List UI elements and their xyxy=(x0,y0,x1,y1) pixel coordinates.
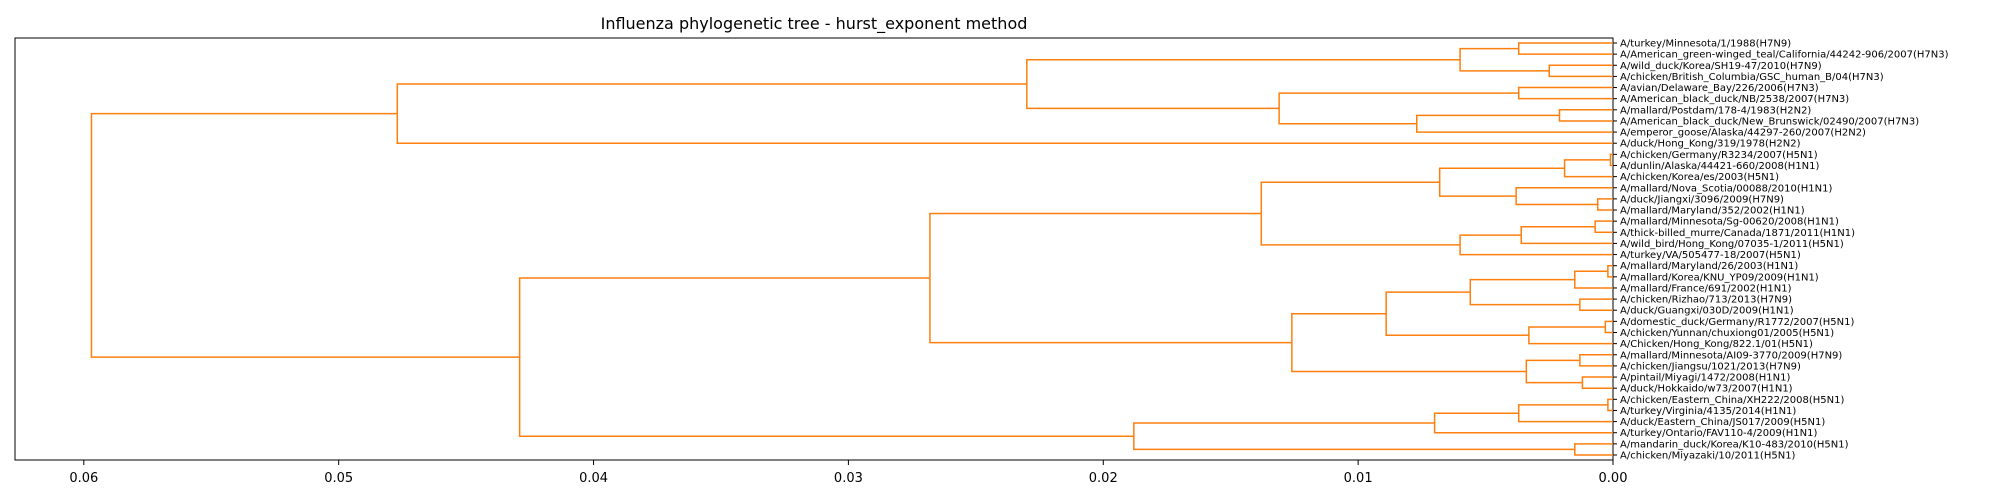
dendrogram-link xyxy=(1528,326,1613,345)
leaf-label: A/duck/Hong_Kong/319/1978(H2N2) xyxy=(1620,139,1801,150)
leaf-label: A/mallard/Nova_Scotia/00088/2010(H1N1) xyxy=(1620,183,1832,194)
dendrogram-link xyxy=(1515,187,1613,206)
x-tick-label: 0.02 xyxy=(1089,471,1118,486)
leaf-labels: A/turkey/Minnesota/1/1988(H7N9)A/America… xyxy=(1613,39,1949,462)
dendrogram-link xyxy=(1574,443,1613,456)
dendrogram-link xyxy=(1291,312,1527,373)
leaf-label: A/wild_bird/Hong_Kong/07035-1/2011(H5N1) xyxy=(1620,239,1844,250)
dendrogram-link xyxy=(396,83,1613,144)
x-tick-label: 0.06 xyxy=(69,471,98,486)
leaf-label: A/emperor_goose/Alaska/44297-260/2007(H2… xyxy=(1620,128,1866,139)
dendrogram-link xyxy=(1459,234,1613,256)
leaf-label: A/turkey/Minnesota/1/1988(H7N9) xyxy=(1620,39,1791,50)
dendrogram-link xyxy=(929,212,1292,344)
dendrogram-link xyxy=(1517,404,1613,423)
leaf-label: A/turkey/Ontario/FAV110-4/2009(H1N1) xyxy=(1620,428,1817,439)
leaf-label: A/Chicken/Hong_Kong/822.1/01(H5N1) xyxy=(1620,339,1813,350)
dendrogram-link xyxy=(518,277,1134,437)
leaf-label: A/wild_duck/Korea/SH19-47/2010(H7N9) xyxy=(1620,61,1822,72)
leaf-label: A/mallard/Korea/KNU_YP09/2009(H1N1) xyxy=(1620,272,1819,283)
chart-title: Influenza phylogenetic tree - hurst_expo… xyxy=(601,14,1028,34)
leaf-label: A/American_green-winged_teal/California/… xyxy=(1620,50,1949,61)
leaf-label: A/chicken/Rizhao/713/2013(H7N9) xyxy=(1620,295,1792,306)
leaf-label: A/duck/Guangxi/030D/2009(H1N1) xyxy=(1620,306,1794,317)
x-tick-label: 0.01 xyxy=(1344,471,1373,486)
dendrogram-link xyxy=(1520,225,1613,245)
leaf-label: A/duck/Hokkaido/w73/2007(H1N1) xyxy=(1620,384,1793,395)
dendrogram-link xyxy=(1278,92,1519,125)
leaf-label: A/mallard/Maryland/352/2002(H1N1) xyxy=(1620,206,1805,217)
leaf-label: A/thick-billed_murre/Canada/1871/2011(H1… xyxy=(1620,228,1855,239)
leaf-label: A/turkey/Virginia/4135/2014(H1N1) xyxy=(1620,406,1796,417)
dendrogram-link xyxy=(1026,58,1461,110)
dendrogram-link xyxy=(1517,42,1613,55)
dendrogram-link xyxy=(1133,422,1575,451)
leaf-label: A/American_black_duck/NB/2538/2007(H7N3) xyxy=(1620,94,1849,105)
plot-frame xyxy=(14,37,1614,461)
dendrogram-link xyxy=(1579,298,1613,311)
dendrogram-link xyxy=(1607,264,1613,278)
dendrogram-link xyxy=(1558,109,1613,122)
dendrogram-link xyxy=(1438,167,1565,197)
leaf-label: A/chicken/Korea/es/2003(H5N1) xyxy=(1620,172,1779,183)
x-tick-label: 0.04 xyxy=(579,471,608,486)
dendrogram-link xyxy=(1579,354,1613,367)
dendrogram-link xyxy=(1433,412,1613,434)
x-axis: 0.06 0.05 0.04 0.03 0.02 0.01 0.00 xyxy=(69,460,1627,486)
leaf-label: A/domestic_duck/Germany/R1772/2007(H5N1) xyxy=(1620,317,1854,328)
leaf-label: A/chicken/Germany/R3234/2007(H5N1) xyxy=(1620,150,1818,161)
leaf-label: A/duck/Jiangxi/3096/2009(H7N9) xyxy=(1620,194,1784,205)
leaf-label: A/mallard/Minnesota/AI09-3770/2009(H7N9) xyxy=(1620,350,1842,361)
dendrogram-link xyxy=(1416,114,1613,133)
leaf-label: A/dunlin/Alaska/44421-660/2008(H1N1) xyxy=(1620,161,1820,172)
leaf-label: A/chicken/Miyazaki/10/2011(H5N1) xyxy=(1620,451,1796,462)
dendrogram-link xyxy=(1594,220,1613,234)
leaf-label: A/mallard/Postdam/178-4/1983(H2N2) xyxy=(1620,105,1811,116)
dendrogram-link xyxy=(1517,86,1613,100)
leaf-label: A/turkey/VA/505477-18/2007(H5N1) xyxy=(1620,250,1801,261)
dendrogram-link xyxy=(1260,181,1461,246)
leaf-label: A/chicken/Yunnan/chuxiong01/2005(H5N1) xyxy=(1620,328,1834,339)
leaf-label: A/mallard/Minnesota/Sg-00620/2008(H1N1) xyxy=(1620,217,1839,228)
dendrogram-link xyxy=(90,112,520,358)
leaf-label: A/duck/Eastern_China/JS017/2009(H5N1) xyxy=(1620,417,1825,428)
dendrogram-link xyxy=(1469,278,1580,306)
dendrogram-link xyxy=(1581,376,1613,389)
leaf-label: A/avian/Delaware_Bay/226/2006(H7N3) xyxy=(1620,83,1819,94)
leaf-label: A/chicken/Eastern_China/XH222/2008(H5N1) xyxy=(1620,395,1844,406)
leaf-label: A/American_black_duck/New_Brunswick/0249… xyxy=(1620,116,1919,127)
leaf-label: A/mallard/Maryland/26/2003(H1N1) xyxy=(1620,261,1798,272)
leaf-label: A/chicken/Jiangsu/1021/2013(H7N9) xyxy=(1620,361,1801,372)
leaf-label: A/chicken/British_Columbia/GSC_human_B/0… xyxy=(1620,72,1884,83)
leaf-label: A/pintail/Miyagi/1472/2008(H1N1) xyxy=(1620,373,1790,384)
dendrogram-link xyxy=(1459,47,1550,72)
dendrogram-link xyxy=(1604,320,1613,334)
dendrogram-link xyxy=(1548,64,1613,78)
x-tick-label: 0.00 xyxy=(1599,471,1628,486)
dendrogram-link xyxy=(1563,159,1613,178)
leaf-label: A/mandarin_duck/Korea/K10-483/2010(H5N1) xyxy=(1620,439,1849,450)
dendrogram-link xyxy=(1607,398,1613,412)
dendrogram-link xyxy=(1596,198,1613,211)
leaf-label: A/mallard/France/691/2002(H1N1) xyxy=(1620,283,1792,294)
x-tick-label: 0.05 xyxy=(324,471,353,486)
dendrogram-links xyxy=(90,42,1613,456)
dendrogram-link xyxy=(1525,359,1583,384)
dendrogram-link xyxy=(1385,291,1529,337)
x-tick-label: 0.03 xyxy=(834,471,863,486)
